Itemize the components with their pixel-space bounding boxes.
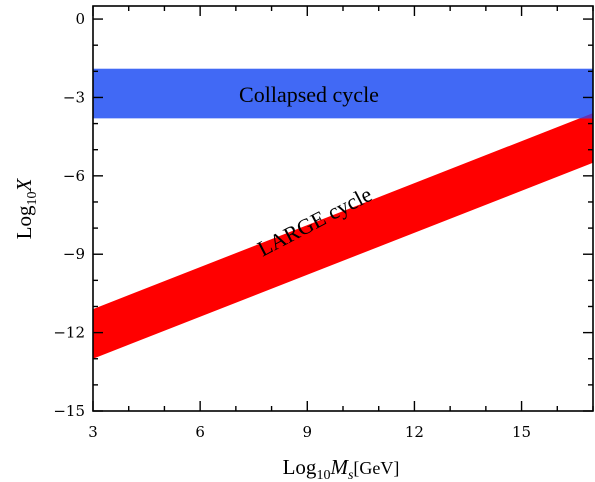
x-tick-label: 6: [195, 423, 205, 441]
x-tick-labels: 3 6 9 12 15: [88, 423, 531, 441]
x-axis-title: Log10Ms[GeV]: [283, 455, 400, 482]
collapsed-cycle-label: Collapsed cycle: [239, 82, 379, 107]
y-tick-labels: 0 −3 −6 −9 −12 −15: [53, 10, 85, 420]
y-tick-label: −9: [63, 245, 85, 263]
y-tick-label: 0: [75, 10, 85, 28]
band-overlap-region: [579, 113, 593, 119]
collapsed-cycle-band: [93, 68, 593, 119]
large-cycle-band: [93, 113, 593, 359]
y-tick-label: −3: [63, 88, 85, 106]
x-tick-label: 3: [88, 423, 98, 441]
x-tick-label: 12: [405, 423, 424, 441]
axis-ticks: [92, 6, 594, 412]
x-tick-label: 9: [303, 423, 313, 441]
y-axis-title: Log10X: [12, 178, 40, 240]
x-tick-label: 15: [512, 423, 531, 441]
y-tick-label: −6: [63, 167, 85, 185]
y-tick-label: −15: [53, 402, 85, 420]
y-tick-label: −12: [53, 324, 85, 342]
